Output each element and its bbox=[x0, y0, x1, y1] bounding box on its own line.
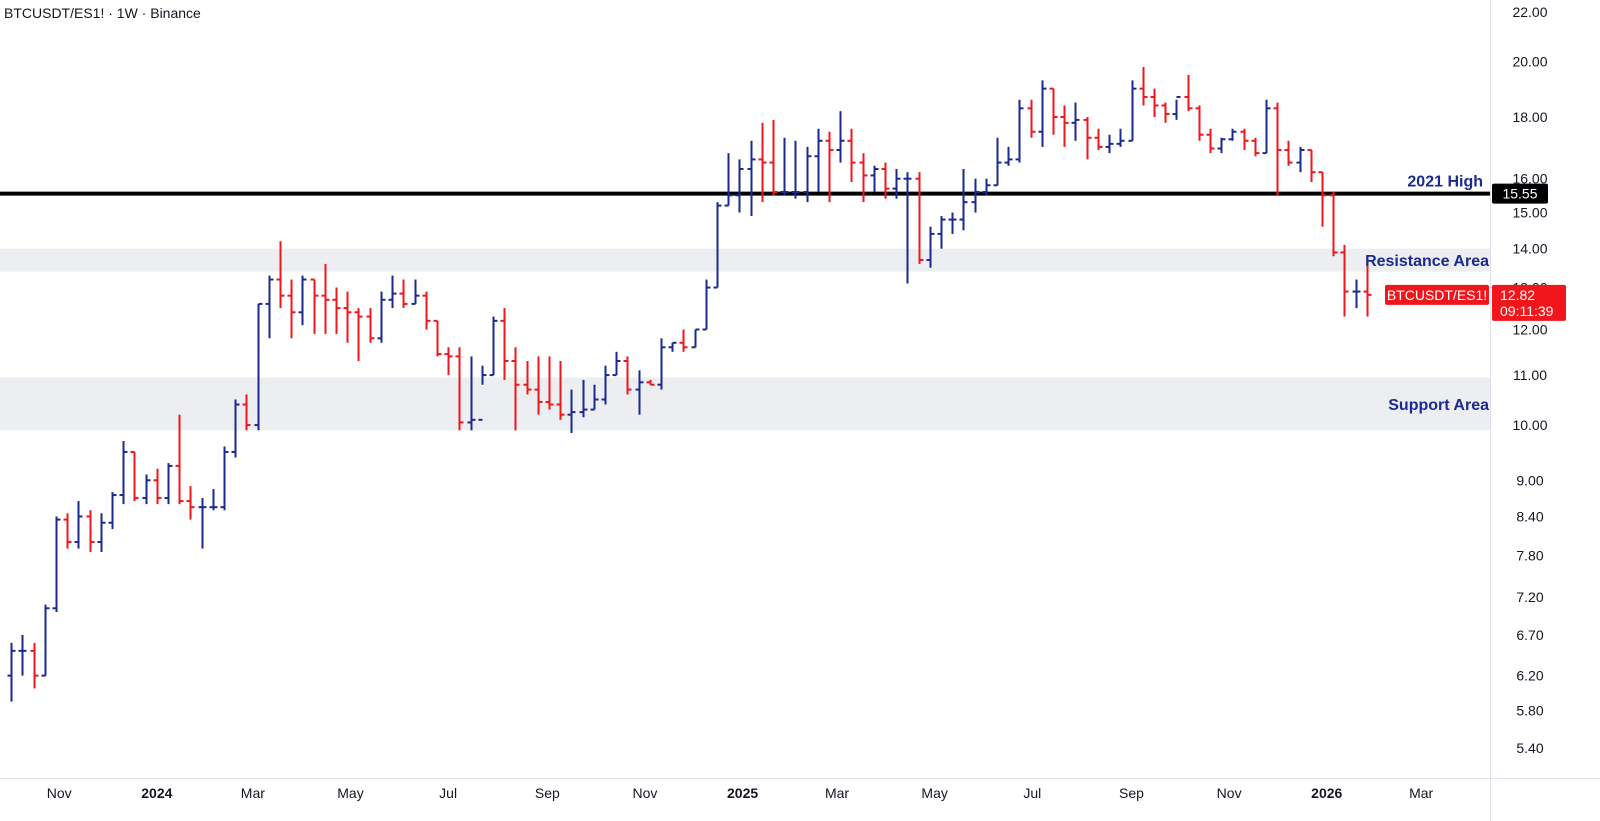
y-tick-label: 22.00 bbox=[1512, 4, 1547, 20]
y-tick-label: 10.00 bbox=[1512, 417, 1547, 433]
last-price-countdown: 09:11:39 bbox=[1500, 303, 1554, 319]
y-tick-label: 5.40 bbox=[1516, 740, 1543, 756]
hline-price-tag-text: 15.55 bbox=[1502, 186, 1537, 202]
last-price-value: 12.82 bbox=[1500, 287, 1535, 303]
x-tick-label: Mar bbox=[241, 785, 265, 801]
x-tick-label: Sep bbox=[535, 785, 560, 801]
y-tick-label: 12.00 bbox=[1512, 321, 1547, 337]
x-tick-label: Nov bbox=[47, 785, 72, 801]
x-tick-label: May bbox=[921, 785, 947, 801]
x-tick-label: 2024 bbox=[141, 785, 172, 801]
x-tick-label: Mar bbox=[825, 785, 849, 801]
y-tick-label: 20.00 bbox=[1512, 54, 1547, 70]
zone-support-area bbox=[0, 377, 1490, 431]
x-tick-label: Mar bbox=[1409, 785, 1433, 801]
y-tick-label: 6.70 bbox=[1516, 627, 1543, 643]
hline-label: 2021 High bbox=[1407, 174, 1483, 191]
y-tick-label: 16.00 bbox=[1512, 171, 1547, 187]
zone-resistance-area bbox=[0, 248, 1490, 272]
hline-price-tag bbox=[1492, 183, 1548, 204]
last-price-symbol-tag bbox=[1385, 284, 1489, 305]
y-tick-label: 14.00 bbox=[1512, 241, 1547, 257]
last-price-tag bbox=[1492, 284, 1566, 321]
x-tick-label: Nov bbox=[633, 785, 658, 801]
x-tick-label: 2026 bbox=[1311, 785, 1342, 801]
x-tick-label: Jul bbox=[439, 785, 457, 801]
zone-label: Resistance Area bbox=[1365, 253, 1489, 270]
x-tick-label: Sep bbox=[1119, 785, 1144, 801]
y-tick-label: 15.00 bbox=[1512, 205, 1547, 221]
y-tick-label: 9.00 bbox=[1516, 472, 1543, 488]
x-tick-label: Nov bbox=[1217, 785, 1242, 801]
y-tick-label: 18.00 bbox=[1512, 109, 1547, 125]
x-tick-label: Jul bbox=[1023, 785, 1041, 801]
y-tick-label: 8.40 bbox=[1516, 508, 1543, 524]
y-tick-label: 6.20 bbox=[1516, 668, 1543, 684]
symbol-title: BTCUSDT/ES1! · 1W · Binance bbox=[4, 5, 201, 21]
y-tick-label: 11.00 bbox=[1513, 367, 1547, 383]
x-tick-label: May bbox=[337, 785, 363, 801]
last-price-symbol-text: BTCUSDT/ES1! bbox=[1387, 287, 1487, 303]
y-tick-label: 5.80 bbox=[1516, 703, 1543, 719]
x-tick-label: 2025 bbox=[727, 785, 758, 801]
zone-label: Support Area bbox=[1388, 397, 1489, 414]
y-tick-label: 7.80 bbox=[1516, 547, 1543, 563]
y-tick-label: 7.20 bbox=[1516, 589, 1543, 605]
